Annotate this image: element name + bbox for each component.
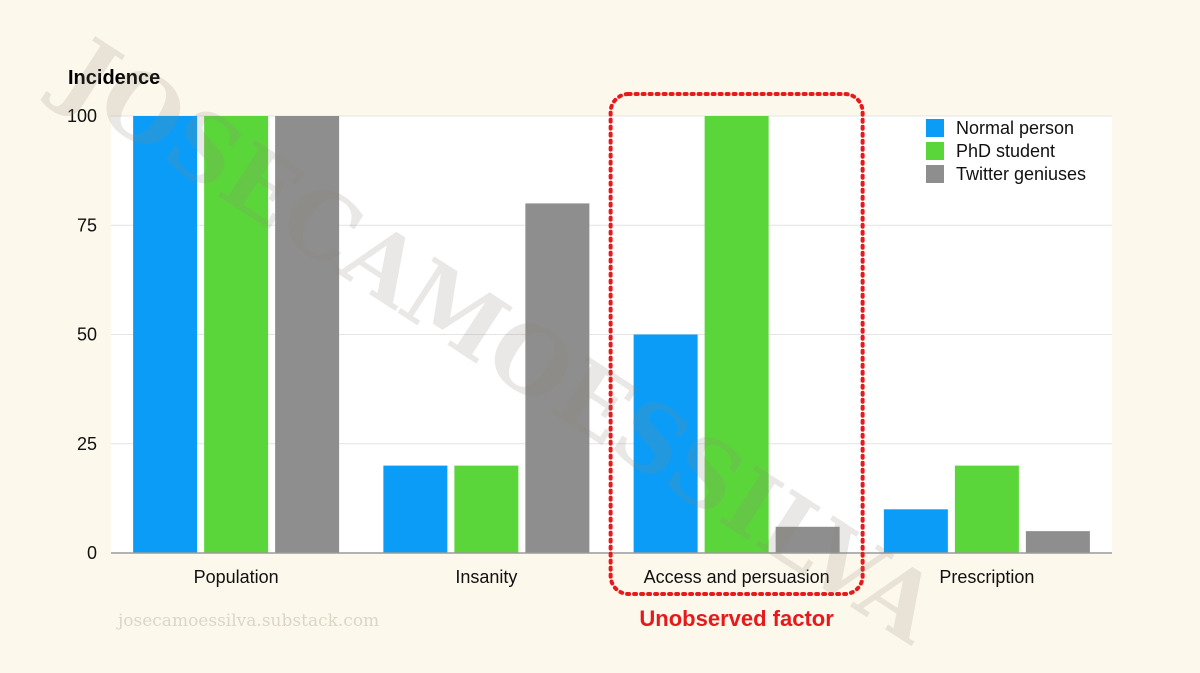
y-tick-label: 25 xyxy=(77,434,97,454)
y-tick-labels: 0 25 50 75 100 xyxy=(67,106,97,563)
y-tick-label: 75 xyxy=(77,215,97,235)
legend: Normal person PhD student Twitter geniuses xyxy=(926,118,1086,184)
bar-normal-person xyxy=(383,465,448,553)
legend-swatch xyxy=(926,165,944,183)
bars xyxy=(133,116,1090,553)
category-label: Prescription xyxy=(939,567,1034,587)
category-label: Population xyxy=(194,567,279,587)
y-tick-label: 0 xyxy=(87,543,97,563)
bar-twitter-geniuses xyxy=(1025,531,1090,553)
y-axis-label: Incidence xyxy=(68,67,160,89)
legend-label: Twitter geniuses xyxy=(956,164,1086,184)
y-tick-label: 50 xyxy=(77,325,97,345)
category-labels: Population Insanity Access and persuasion P… xyxy=(194,567,1035,587)
legend-swatch xyxy=(926,119,944,137)
bar-twitter-geniuses xyxy=(525,203,590,553)
bar-normal-person xyxy=(133,116,198,553)
bar-phd-student xyxy=(704,116,769,553)
bar-normal-person xyxy=(633,334,698,553)
bar-phd-student xyxy=(204,116,269,553)
legend-swatch xyxy=(926,142,944,160)
bar-phd-student xyxy=(454,465,519,553)
y-tick-label: 100 xyxy=(67,106,97,126)
bar-normal-person xyxy=(883,509,948,553)
bar-phd-student xyxy=(954,465,1019,553)
legend-label: Normal person xyxy=(956,118,1074,138)
annotation-box xyxy=(608,92,865,596)
bar-twitter-geniuses xyxy=(775,526,840,553)
legend-label: PhD student xyxy=(956,141,1055,161)
category-label: Insanity xyxy=(455,567,517,587)
annotation-text: Unobserved factor xyxy=(639,606,834,631)
category-label: Access and persuasion xyxy=(644,567,830,587)
bar-twitter-geniuses xyxy=(275,116,340,553)
site-url: josecamoessilva.substack.com xyxy=(116,611,379,631)
